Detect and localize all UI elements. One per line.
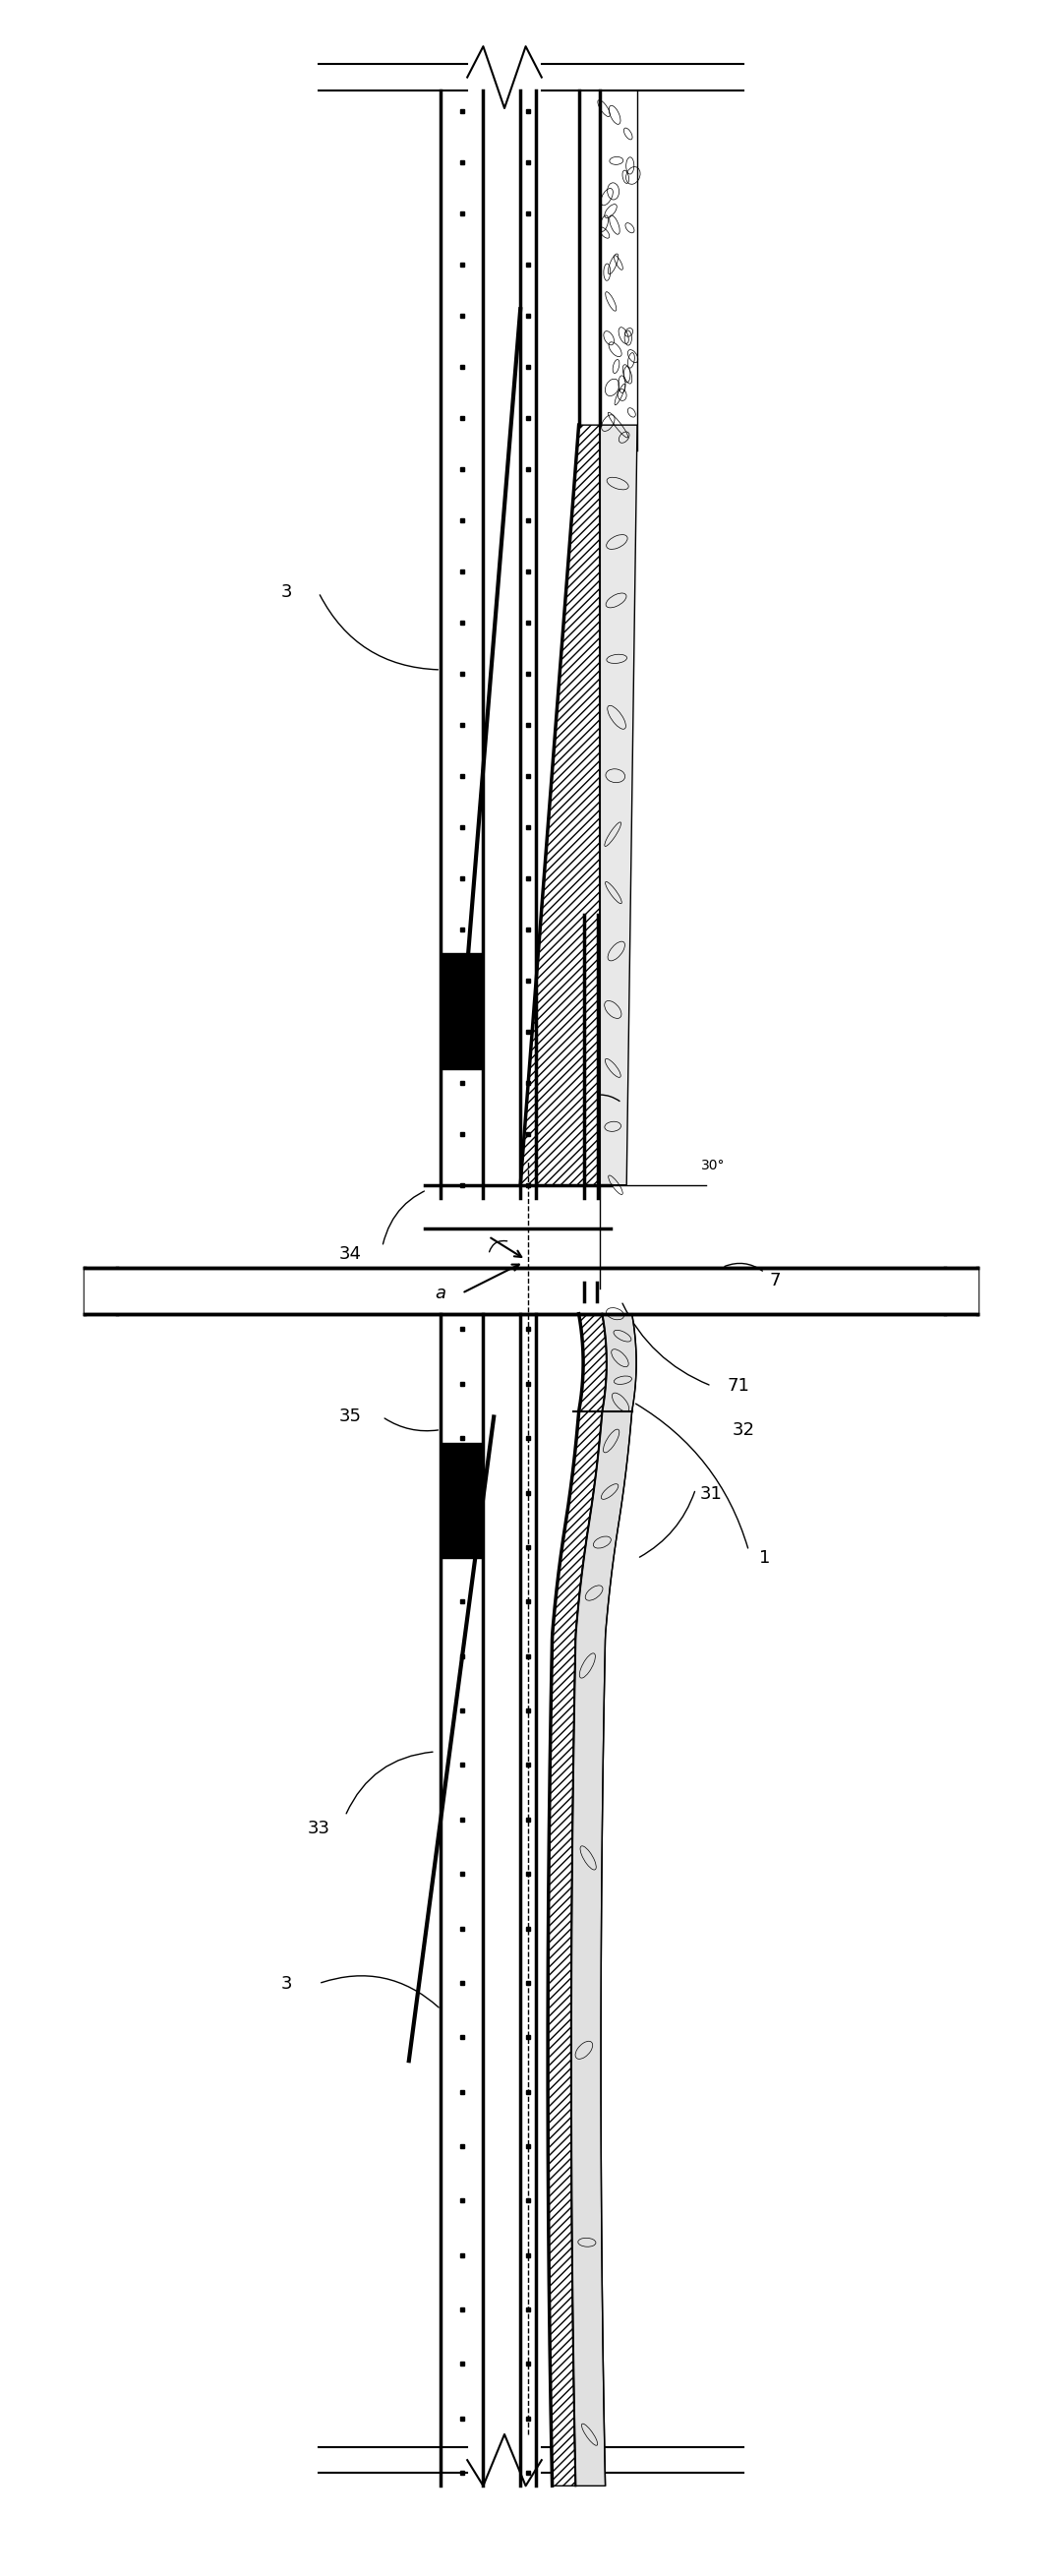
Text: 34: 34 bbox=[339, 1247, 362, 1262]
Text: 7: 7 bbox=[770, 1273, 781, 1288]
Text: 33: 33 bbox=[307, 1821, 330, 1837]
Text: 1: 1 bbox=[759, 1551, 770, 1566]
Text: 71: 71 bbox=[726, 1378, 750, 1394]
Text: 32: 32 bbox=[732, 1422, 755, 1437]
Bar bbox=[441, 1443, 483, 1558]
Polygon shape bbox=[600, 425, 637, 1185]
Text: 31: 31 bbox=[700, 1486, 723, 1502]
Polygon shape bbox=[571, 1314, 636, 2486]
Polygon shape bbox=[548, 1314, 606, 2486]
Text: a: a bbox=[435, 1285, 446, 1301]
Text: 3: 3 bbox=[281, 1976, 292, 1991]
Text: 3: 3 bbox=[281, 585, 292, 600]
Bar bbox=[441, 953, 483, 1069]
Polygon shape bbox=[520, 425, 600, 1185]
Text: 35: 35 bbox=[339, 1409, 362, 1425]
Text: 30°: 30° bbox=[701, 1159, 725, 1172]
